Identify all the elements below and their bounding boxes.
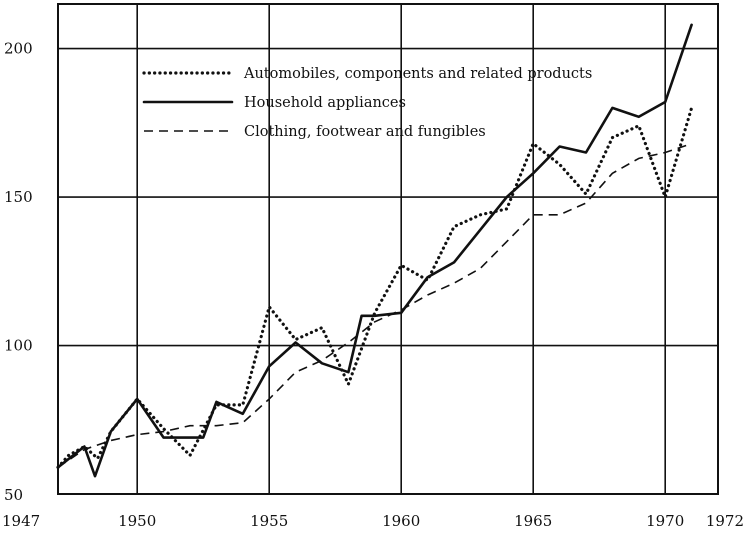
y-tick-label: 100 — [4, 337, 33, 355]
plot-frame — [57, 3, 719, 495]
x-tick-label: 1970 — [646, 512, 684, 530]
x-tick-label: 1960 — [382, 512, 420, 530]
series-line-solid — [56, 23, 693, 478]
x-tick-label: 1950 — [118, 512, 156, 530]
series-line-dotted — [56, 106, 694, 469]
y-tick-label: 200 — [4, 40, 33, 58]
x-tick-label: 1947 — [2, 512, 40, 530]
legend-label: Household appliances — [244, 95, 406, 111]
legend-label: Clothing, footwear and fungibles — [244, 124, 486, 140]
x-tick-label: 1972 — [706, 512, 744, 530]
grid-lines — [58, 4, 718, 494]
legend: Automobiles, components and related prod… — [142, 66, 592, 140]
y-tick-label: 150 — [4, 188, 33, 206]
legend-label: Automobiles, components and related prod… — [243, 66, 592, 82]
x-tick-label: 1955 — [250, 512, 288, 530]
series-line-dashed — [57, 142, 692, 468]
x-tick-label: 1965 — [514, 512, 552, 530]
tick-labels: 1947 1950 1955 1960 1965 1970 1972 50 100 150 200 — [2, 40, 744, 530]
y-tick-label: 50 — [4, 486, 23, 504]
series-lines — [56, 23, 694, 478]
